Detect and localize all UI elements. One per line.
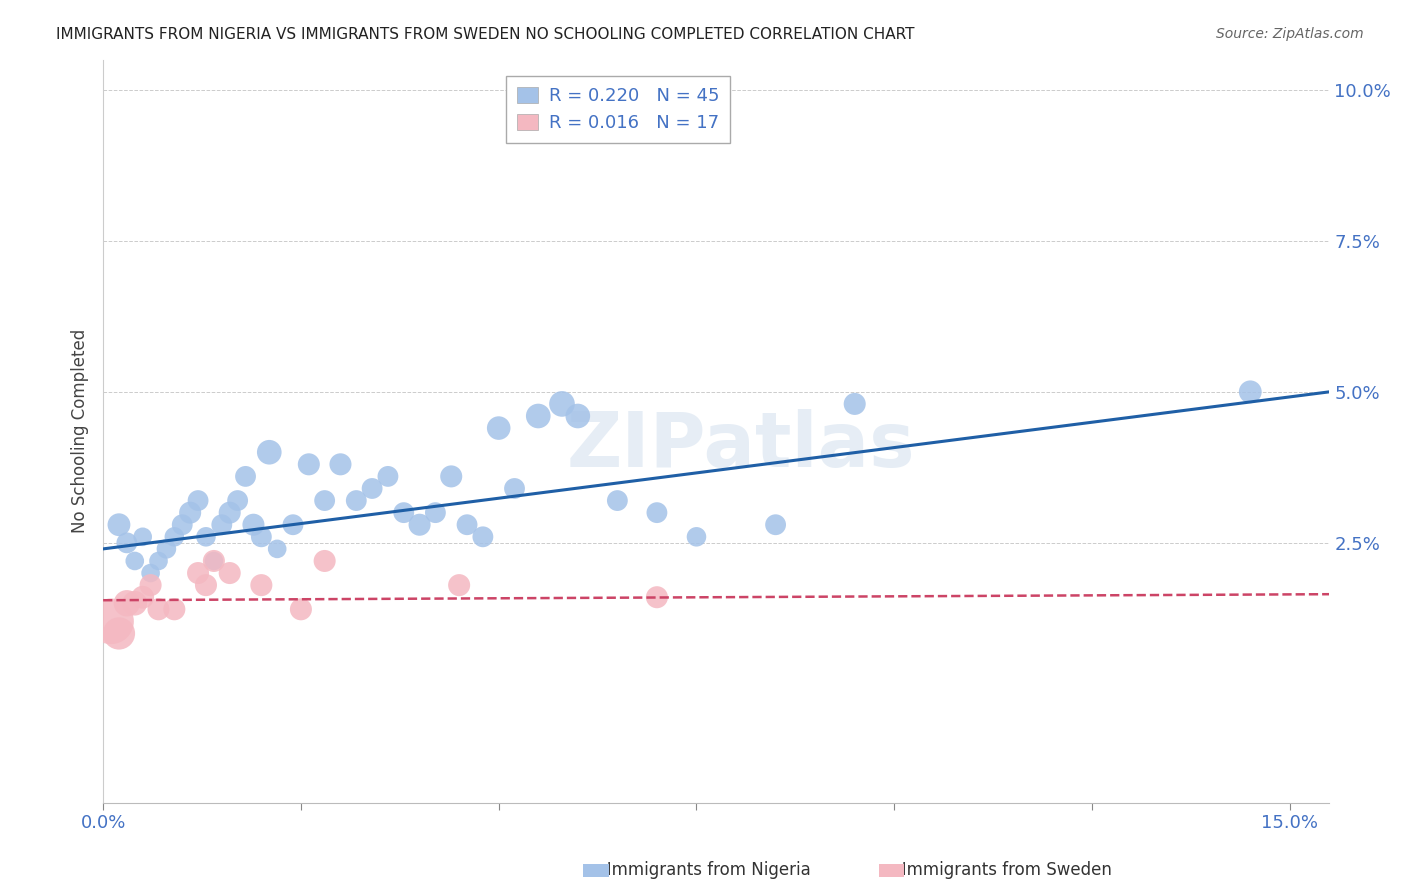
Point xyxy=(606,493,628,508)
Point xyxy=(645,506,668,520)
Point xyxy=(131,591,153,605)
Point xyxy=(344,493,367,508)
Point xyxy=(471,530,494,544)
Point xyxy=(235,469,257,483)
Point xyxy=(250,530,273,544)
Point xyxy=(108,626,131,640)
Point xyxy=(187,493,209,508)
Point xyxy=(329,458,352,472)
Point xyxy=(551,397,574,411)
Text: IMMIGRANTS FROM NIGERIA VS IMMIGRANTS FROM SWEDEN NO SCHOOLING COMPLETED CORRELA: IMMIGRANTS FROM NIGERIA VS IMMIGRANTS FR… xyxy=(56,27,915,42)
Point xyxy=(488,421,510,435)
Point xyxy=(266,541,288,556)
Point xyxy=(1239,384,1261,399)
Point xyxy=(124,596,146,610)
Legend: R = 0.220   N = 45, R = 0.016   N = 17: R = 0.220 N = 45, R = 0.016 N = 17 xyxy=(506,76,731,144)
Point xyxy=(163,602,186,616)
Point xyxy=(194,530,217,544)
Point xyxy=(108,517,131,532)
Point xyxy=(392,506,415,520)
Point xyxy=(211,517,233,532)
Text: ZIPatlas: ZIPatlas xyxy=(567,409,915,483)
Point xyxy=(148,554,170,568)
Point xyxy=(259,445,281,459)
Point xyxy=(314,554,336,568)
Point xyxy=(172,517,194,532)
Point xyxy=(685,530,707,544)
Point xyxy=(314,493,336,508)
Point xyxy=(115,596,138,610)
Point xyxy=(765,517,787,532)
Point xyxy=(440,469,463,483)
Point xyxy=(408,517,430,532)
Point xyxy=(187,566,209,580)
Point xyxy=(250,578,273,592)
Point xyxy=(124,554,146,568)
Text: Immigrants from Sweden: Immigrants from Sweden xyxy=(886,861,1112,879)
Point xyxy=(844,397,866,411)
Point xyxy=(449,578,471,592)
Point xyxy=(163,530,186,544)
Point xyxy=(298,458,321,472)
Point xyxy=(131,530,153,544)
Y-axis label: No Schooling Completed: No Schooling Completed xyxy=(72,329,89,533)
Point xyxy=(361,482,384,496)
Text: Immigrants from Nigeria: Immigrants from Nigeria xyxy=(591,861,810,879)
Text: Source: ZipAtlas.com: Source: ZipAtlas.com xyxy=(1216,27,1364,41)
Point xyxy=(139,578,162,592)
Point xyxy=(139,566,162,580)
Point xyxy=(290,602,312,616)
Point xyxy=(100,615,122,629)
Point xyxy=(527,409,550,423)
Point xyxy=(645,591,668,605)
Point xyxy=(202,554,225,568)
Point xyxy=(179,506,201,520)
Point xyxy=(148,602,170,616)
Point xyxy=(425,506,447,520)
Point xyxy=(115,536,138,550)
Point xyxy=(218,566,240,580)
Point xyxy=(281,517,304,532)
Point xyxy=(503,482,526,496)
Point xyxy=(218,506,240,520)
Point xyxy=(456,517,478,532)
Point xyxy=(242,517,264,532)
Point xyxy=(377,469,399,483)
Point xyxy=(194,578,217,592)
Point xyxy=(202,554,225,568)
Point xyxy=(155,541,177,556)
Point xyxy=(226,493,249,508)
Point xyxy=(567,409,589,423)
